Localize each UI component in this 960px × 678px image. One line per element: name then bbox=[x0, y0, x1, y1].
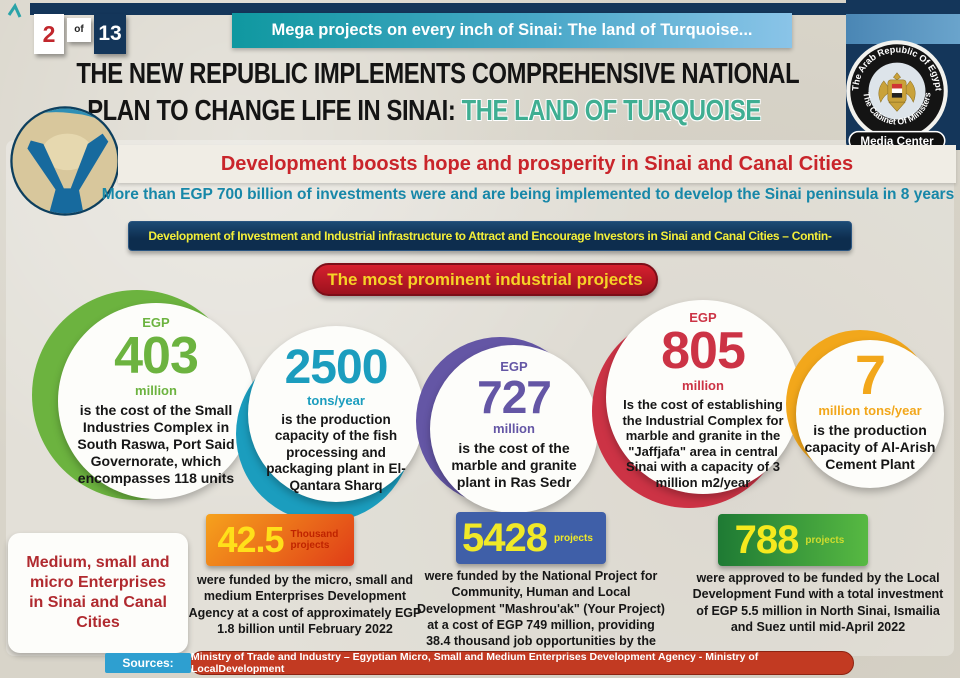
funded-stat-unit: projects bbox=[553, 532, 593, 544]
page-of-label: of bbox=[67, 18, 91, 42]
stat-circle-2: 2500 tons/year is the production capacit… bbox=[236, 326, 426, 522]
enterprises-label: Medium, small and micro Enterprises in S… bbox=[26, 554, 170, 631]
corner-check-icon bbox=[7, 2, 22, 18]
funded-stat-value: 42.5 bbox=[217, 519, 284, 560]
enterprises-box: Medium, small and micro Enterprises in S… bbox=[8, 533, 188, 653]
stat-description: is the cost of the Small Industries Comp… bbox=[77, 402, 235, 487]
stat-unit: million bbox=[135, 383, 177, 399]
intro-subheading: More than EGP 700 billion of investments… bbox=[101, 186, 955, 203]
funded-stat-unit: projects bbox=[805, 534, 845, 546]
currency-label: EGP bbox=[500, 359, 528, 374]
stat-description: Is the cost of establishing the Industri… bbox=[622, 397, 784, 490]
circle-disc: EGP 727 million is the cost of the marbl… bbox=[430, 345, 598, 513]
stat-circle-5: 7 million tons/year is the production ca… bbox=[786, 330, 946, 492]
media-center-label: Media Center bbox=[860, 135, 934, 148]
stat-description: is the production capacity of Al-Arish C… bbox=[804, 422, 936, 473]
cabinet-media-center-logo: The Arab Republic Of Egypt The Cabinet O… bbox=[846, 40, 948, 151]
stat-unit: million tons/year bbox=[818, 403, 922, 419]
stat-value: 727 bbox=[477, 371, 552, 423]
stat-description: is the production capacity of the fish p… bbox=[266, 411, 406, 493]
sources-label: Sources: bbox=[105, 653, 191, 673]
funded-stat-box-1: 42.5 Thousand projects bbox=[206, 514, 354, 566]
title-line-2: PLAN TO CHANGE LIFE IN SINAI: THE LAND O… bbox=[76, 93, 771, 130]
circle-disc: 7 million tons/year is the production ca… bbox=[796, 340, 944, 488]
funded-stat-description: were approved to be funded by the Local … bbox=[692, 571, 944, 634]
circle-disc: 2500 tons/year is the production capacit… bbox=[248, 326, 424, 502]
stat-value: 2500 bbox=[284, 341, 389, 394]
title-line-2-black: PLAN TO CHANGE LIFE IN SINAI: bbox=[87, 95, 456, 127]
industrial-projects-pill: The most prominent industrial projects bbox=[312, 263, 658, 296]
stat-circle-3: EGP 727 million is the cost of the marbl… bbox=[416, 337, 600, 515]
stat-description: is the cost of the marble and granite pl… bbox=[451, 439, 577, 491]
title-line-1: THE NEW REPUBLIC IMPLEMENTS COMPREHENSIV… bbox=[76, 58, 800, 90]
page-current: 2 bbox=[34, 14, 64, 54]
funded-stat-value: 5428 bbox=[462, 515, 548, 560]
top-banner: Mega projects on every inch of Sinai: Th… bbox=[232, 13, 792, 48]
stat-unit: million bbox=[682, 378, 724, 394]
title-line-2-teal: THE LAND OF TURQUOISE bbox=[461, 95, 762, 127]
stat-circle-4: EGP 805 million Is the cost of establish… bbox=[592, 300, 800, 512]
stat-unit: tons/year bbox=[307, 392, 365, 408]
stat-value: 403 bbox=[114, 327, 199, 385]
stat-circle-1: EGP 403 million is the cost of the Small… bbox=[32, 290, 264, 502]
funded-stat-description: were funded by the micro, small and medi… bbox=[188, 573, 422, 636]
top-navy-strip bbox=[30, 3, 960, 15]
sources-bar: Ministry of Trade and Industry – Egyptia… bbox=[190, 651, 854, 675]
circle-disc: EGP 403 million is the cost of the Small… bbox=[58, 303, 254, 499]
page-title: THE NEW REPUBLIC IMPLEMENTS COMPREHENSIV… bbox=[0, 56, 848, 130]
stat-unit: million bbox=[493, 420, 535, 436]
funded-stat-value: 788 bbox=[734, 517, 800, 562]
currency-label: EGP bbox=[142, 315, 170, 330]
funded-stat-box-3: 788 projects bbox=[718, 514, 868, 566]
intro-heading-strip: Development boosts hope and prosperity i… bbox=[118, 145, 956, 183]
funded-stat-box-2: 5428 projects bbox=[456, 512, 606, 564]
stat-value: 805 bbox=[661, 322, 746, 380]
funded-stat-unit: Thousand projects bbox=[290, 529, 339, 551]
page-total: 13 bbox=[94, 14, 126, 54]
page-indicator: 2 of 13 bbox=[34, 14, 126, 54]
intro-heading: Development boosts hope and prosperity i… bbox=[220, 152, 854, 175]
currency-label: EGP bbox=[689, 310, 717, 325]
stat-value: 7 bbox=[854, 343, 886, 406]
circle-disc: EGP 805 million Is the cost of establish… bbox=[606, 300, 800, 494]
sinai-map-image bbox=[10, 106, 120, 216]
eagle-flag-icon bbox=[891, 83, 903, 98]
section-banner: Development of Investment and Industrial… bbox=[128, 221, 852, 251]
logo-backdrop-band bbox=[846, 14, 960, 44]
